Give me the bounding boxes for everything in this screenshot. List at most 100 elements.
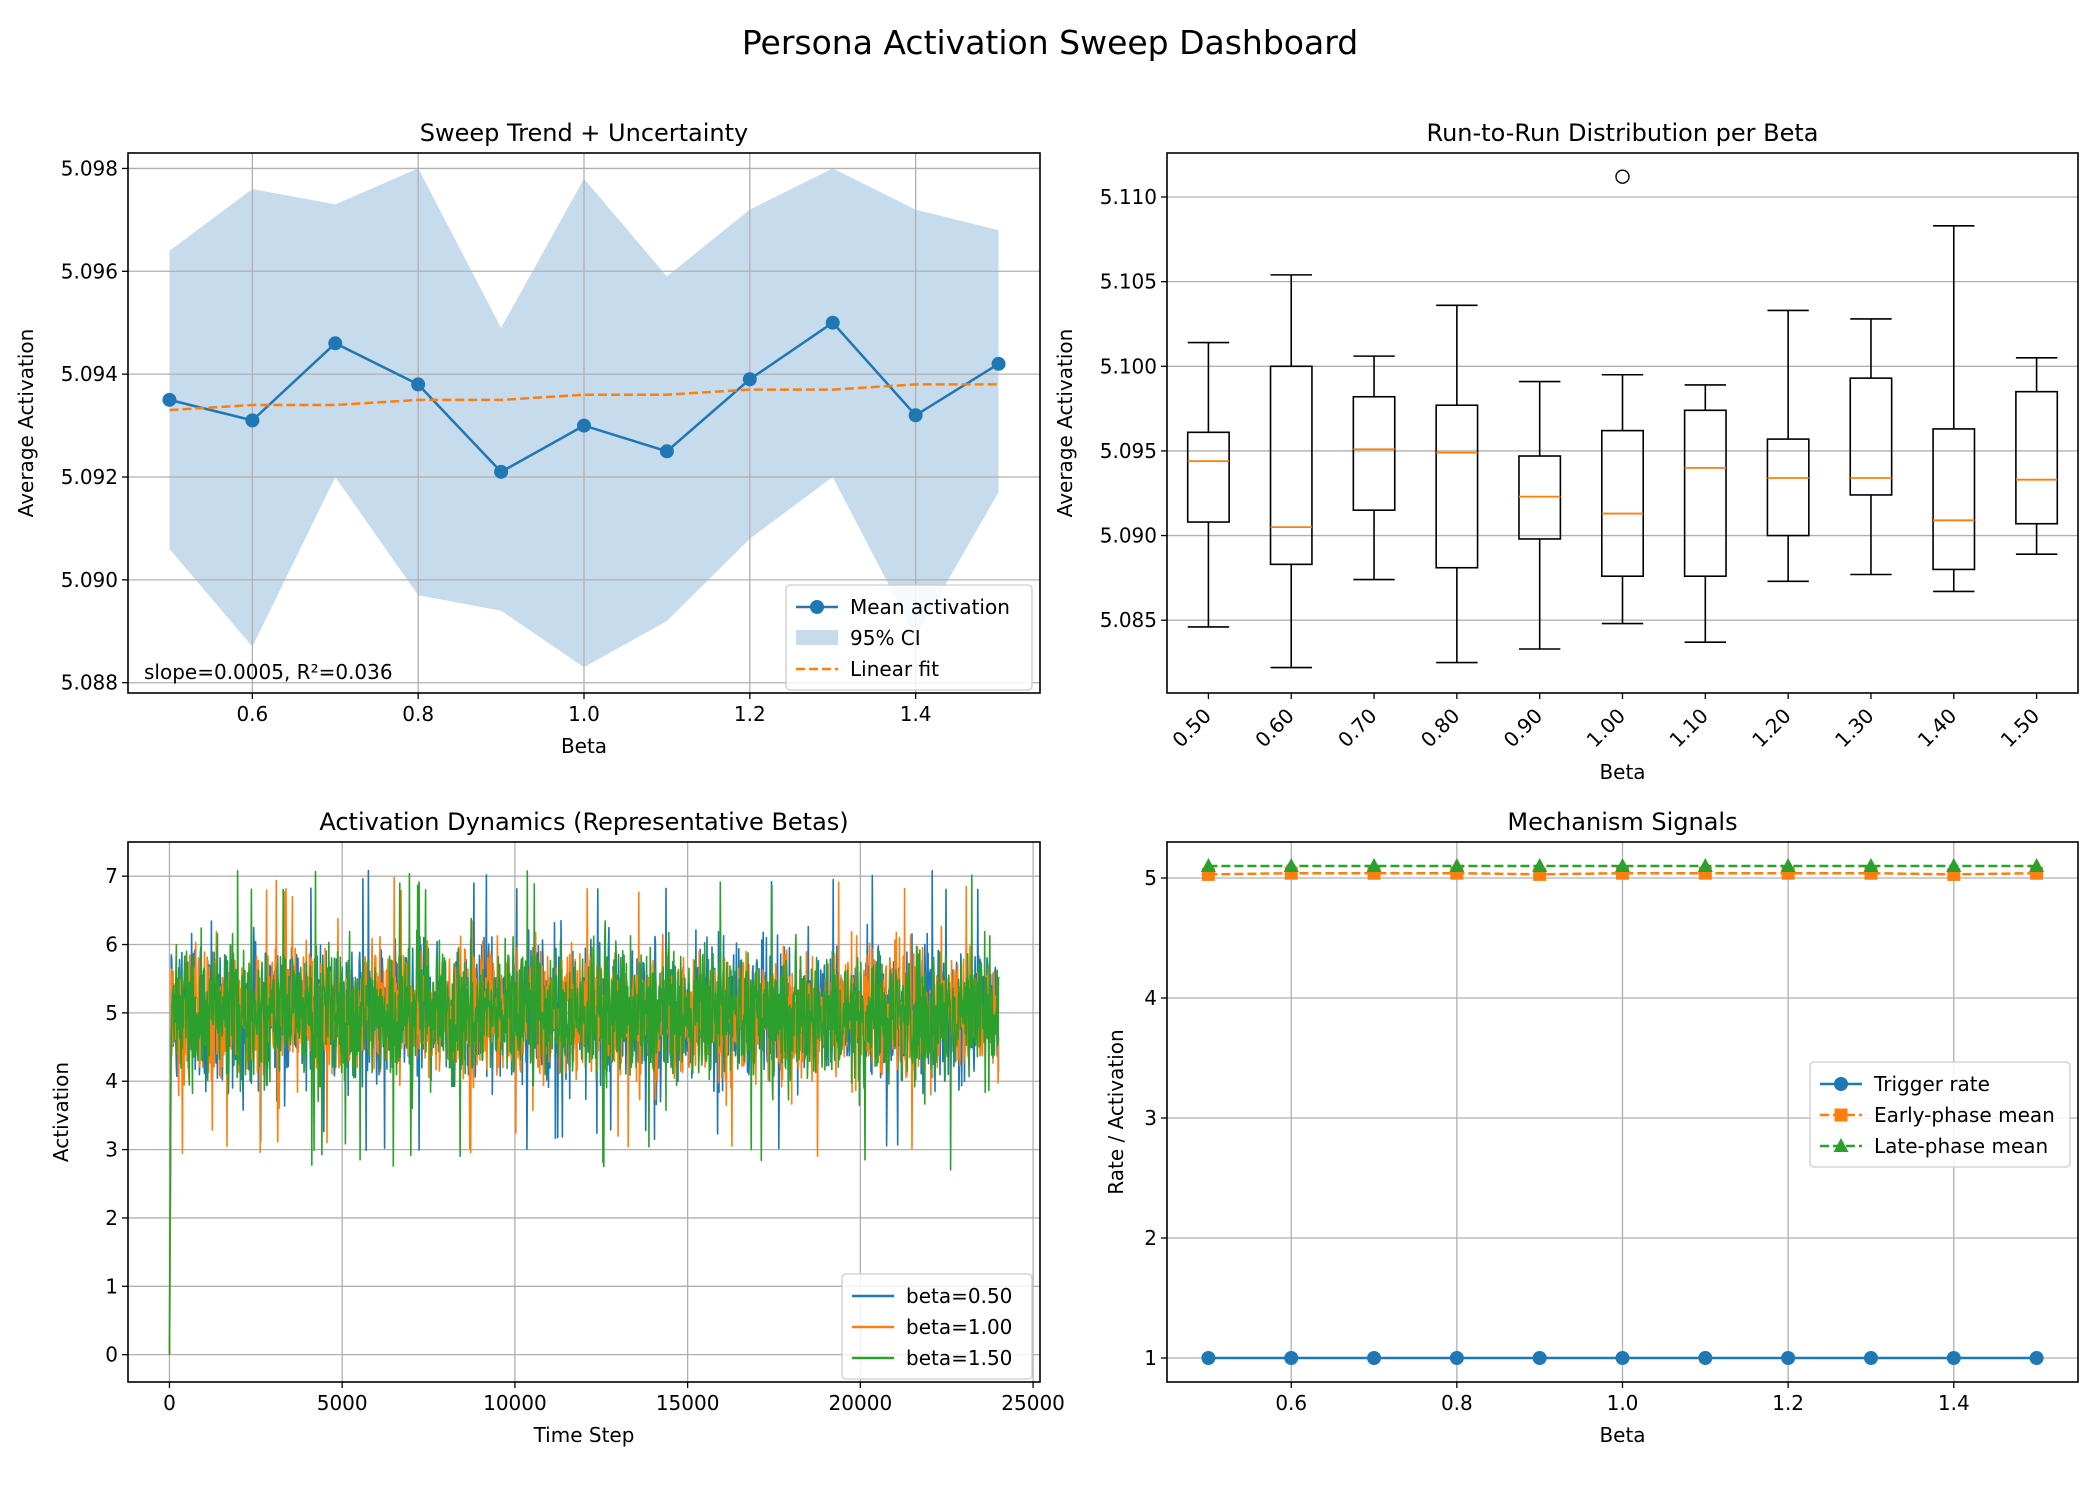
y-tick-label: 1 [105,1274,118,1298]
mean-point [245,413,260,428]
point-Trigger rate [2029,1351,2044,1365]
x-tick-label: 1.4 [1938,1391,1970,1415]
x-axis-label: Beta [1599,1423,1645,1447]
x-axis-label: Time Step [533,1423,635,1447]
y-tick-label: 5 [1144,866,1157,890]
x-tick-label: 1.2 [1772,1391,1804,1415]
point-Trigger rate [1284,1351,1299,1365]
legend-label: Late-phase mean [1874,1134,2048,1158]
y-tick-label: 2 [105,1206,118,1230]
panel-activation-dynamics: 0 1 2 3 4 5 6 7 0 5000 10000 15000 20000 25000 Activat… [49,808,1065,1447]
mean-point [659,444,674,459]
box-0.90 [1518,380,1562,650]
y-axis-label: Average Activation [14,329,38,518]
legend-label: Mean activation [850,595,1010,619]
box-iqr [1766,438,1810,537]
panel-mechanism-signals: 1 2 3 4 5 0.6 0.8 1.0 1.2 1.4 Mechanism Signals Bet… [1104,808,2079,1447]
marker [1834,1077,1848,1091]
box-iqr [1683,409,1727,577]
x-tick-label: 0.8 [1441,1391,1473,1415]
y-tick-label: 0 [105,1343,118,1367]
y-tick-label: 5.092 [61,465,118,489]
y-tick-label: 5.094 [61,362,118,386]
box-1.50 [2015,357,2059,555]
box-1.20 [1766,309,1810,583]
legend-box [785,584,1033,691]
box-0.60 [1269,274,1313,669]
legend-label: beta=0.50 [906,1284,1012,1308]
x-axis-label: Beta [561,734,607,758]
panel-title: Mechanism Signals [1507,808,1737,836]
y-tick-label: 5.100 [1100,354,1157,378]
box-iqr [1932,428,1976,571]
box-0.50 [1186,341,1230,628]
point-Late-phase mean [1863,858,1879,872]
y-tick-label: 5.088 [61,671,118,695]
legend-label: Early-phase mean [1874,1103,2055,1127]
mean-point [742,372,757,387]
box-1.00 [1600,169,1645,625]
panel-title: Run-to-Run Distribution per Beta [1426,119,1818,147]
point-Trigger rate [1863,1351,1878,1365]
y-tick-label: 5.105 [1100,270,1157,294]
legend-label: beta=1.50 [906,1346,1012,1370]
y-tick-label: 4 [105,1069,118,1093]
point-Late-phase mean [1697,858,1713,872]
plot-frame [127,152,1041,694]
legend-entry: Late-phase mean [1820,1134,2048,1158]
panel-sweep-trend: 5.088 5.090 5.092 5.094 5.096 5.098 0.6 0.8 1.0 1… [14,119,1041,758]
legend-label: Trigger rate [1873,1072,1990,1096]
figure-title: Persona Activation Sweep Dashboard [742,23,1358,62]
box-iqr [1849,377,1893,496]
box-iqr [1352,395,1396,511]
y-tick-label: 5.085 [1100,608,1157,632]
point-Trigger rate [1698,1351,1713,1365]
panel-title: Sweep Trend + Uncertainty [420,119,749,147]
point-Late-phase mean [2029,858,2045,872]
x-tick-label: 0 [163,1391,176,1415]
plot-frame [127,841,1041,1383]
box-iqr [2015,390,2059,525]
legend-box [841,1273,1033,1380]
x-tick-label: 1.0 [568,702,600,726]
legend-entry: Linear fit [796,657,939,681]
mean-point [162,392,177,407]
box-iqr [1186,431,1230,523]
x-tick-label: 20000 [829,1391,893,1415]
x-tick-label: 15000 [656,1391,720,1415]
y-axis-label: Activation [49,1062,73,1162]
x-tick-label: 0.6 [236,702,268,726]
box-1.10 [1683,384,1727,644]
box-iqr [1269,365,1313,566]
point-Late-phase mean [1283,858,1299,872]
mean-point [328,336,343,351]
mean-point [991,356,1006,371]
y-tick-label: 5.090 [1100,524,1157,548]
plot-frame [1166,841,2079,1383]
y-tick-label: 1 [1144,1346,1157,1370]
y-tick-label: 5 [105,1001,118,1025]
box-0.70 [1352,355,1396,581]
point-Trigger rate [1449,1351,1464,1365]
series-Early-phase mean [1208,871,2037,876]
legend-entry: Trigger rate [1820,1072,1990,1096]
point-Trigger rate [1367,1351,1382,1365]
x-tick-label: 10000 [483,1391,547,1415]
y-tick-label: 5.090 [61,568,118,592]
legend-entry: beta=0.50 [852,1284,1012,1308]
marker [810,600,824,614]
mean-point [908,408,923,423]
point-Trigger rate [1615,1351,1630,1365]
x-tick-label: 5000 [317,1391,368,1415]
x-tick-label: 0.6 [1275,1391,1307,1415]
mean-point [494,464,509,479]
point-Trigger rate [1946,1351,1961,1365]
plot-frame [1166,152,2079,694]
y-tick-label: 5.095 [1100,439,1157,463]
point-Trigger rate [1201,1351,1216,1365]
y-tick-label: 5.110 [1100,185,1157,209]
y-tick-label: 4 [1144,986,1157,1010]
marker [1834,1108,1848,1122]
box-1.40 [1932,224,1976,593]
